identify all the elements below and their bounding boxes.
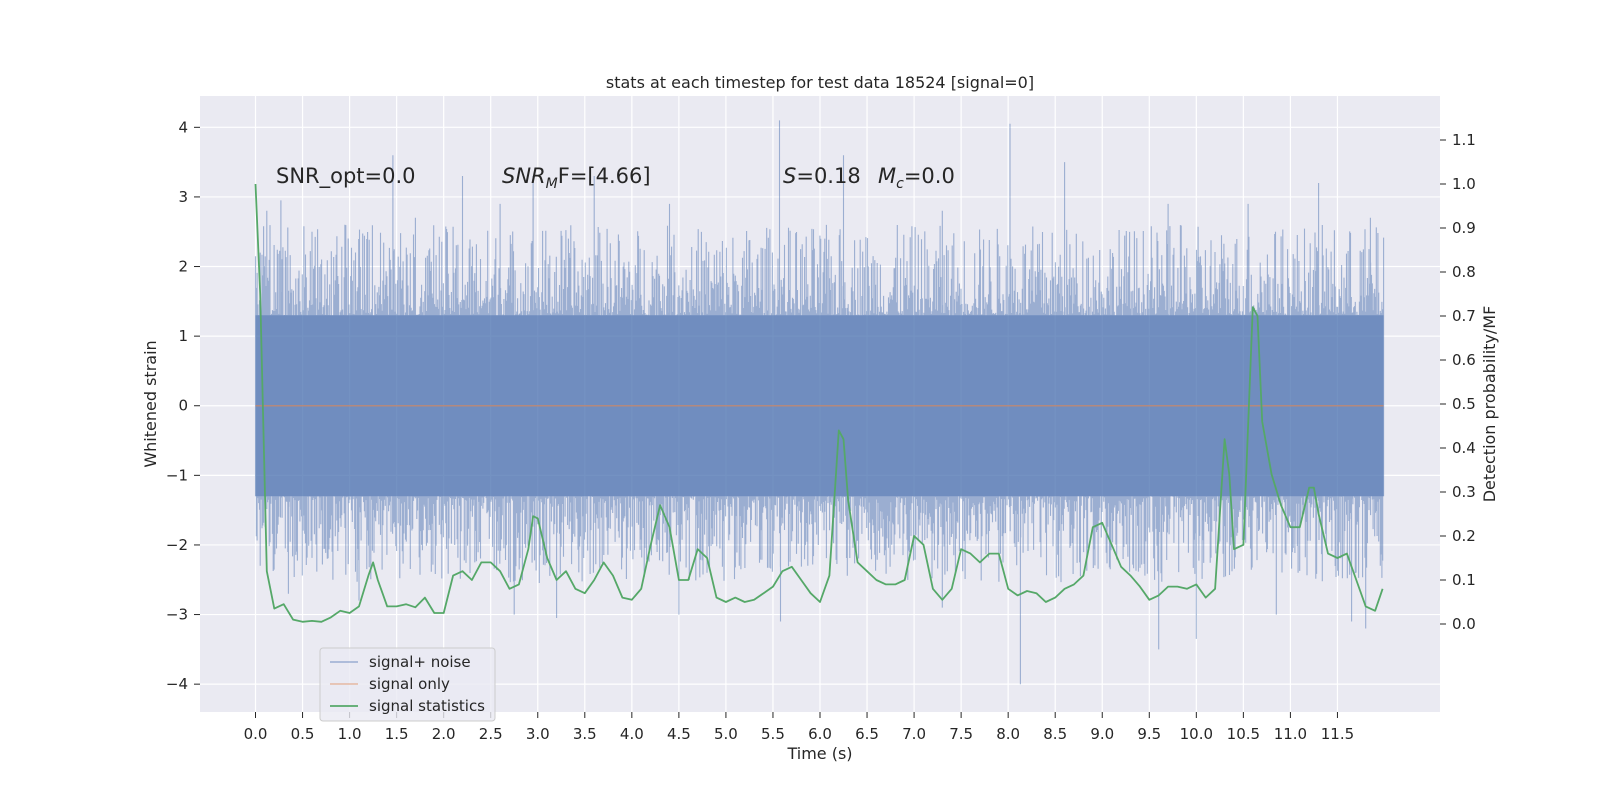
x-tick-label: 10.0 (1180, 725, 1213, 743)
y-right-tick-label: 0.0 (1452, 615, 1476, 633)
y-right-tick-label: 0.5 (1452, 395, 1476, 413)
legend-label-signal-only: signal only (369, 675, 450, 693)
x-tick-label: 4.5 (667, 725, 691, 743)
y-left-tick-label: 2 (178, 258, 188, 276)
x-tick-label: 5.5 (761, 725, 785, 743)
x-tick-label: 1.0 (338, 725, 362, 743)
legend-label-signal-statistics: signal statistics (369, 697, 485, 715)
x-tick-label: 8.5 (1043, 725, 1067, 743)
x-tick-label: 7.0 (902, 725, 926, 743)
y-axis-title-left: Whitened strain (141, 340, 160, 467)
annotation-s-stat: S=0.18 (783, 164, 861, 188)
y-left-tick-label: −2 (166, 536, 188, 554)
x-tick-label: 6.5 (855, 725, 879, 743)
y-right-tick-label: 0.3 (1452, 483, 1476, 501)
x-tick-label: 0.5 (291, 725, 315, 743)
y-right-tick-label: 1.1 (1452, 131, 1476, 149)
x-tick-label: 1.5 (385, 725, 409, 743)
x-tick-label: 6.0 (808, 725, 832, 743)
tick-labels: 0.0 0.5 1.0 1.5 2.0 2.5 3.0 3.5 4.0 4.5 5.0 5.5 6.0 6… (166, 118, 1476, 743)
x-tick-label: 4.0 (620, 725, 644, 743)
x-tick-label: 11.5 (1321, 725, 1354, 743)
annotation-snr-opt: SNR_opt=0.0 (276, 164, 416, 189)
x-tick-label: 0.0 (244, 725, 268, 743)
y-left-tick-label: 0 (178, 397, 188, 415)
x-tick-label: 2.0 (432, 725, 456, 743)
x-tick-label: 3.0 (526, 725, 550, 743)
noise-trace (254, 120, 1385, 685)
x-tick-label: 10.5 (1227, 725, 1260, 743)
y-right-tick-label: 0.2 (1452, 527, 1476, 545)
signal-statistics-series (254, 183, 1384, 623)
y-right-tick-label: 0.1 (1452, 571, 1476, 589)
y-axis-title-right: Detection probability/MF (1480, 306, 1499, 503)
chart-title: stats at each timestep for test data 185… (606, 73, 1034, 92)
x-tick-label: 5.0 (714, 725, 738, 743)
annotations: SNR_opt=0.0 SNRMF=[4.66] S=0.18 Mc=0.0 (276, 164, 955, 192)
annotation-snr-mf-value: F=[4.66] (558, 164, 651, 188)
y-right-tick-label: 0.9 (1452, 219, 1476, 237)
signal-statistics-line (254, 183, 1384, 623)
annotation-mc: Mc=0.0 (878, 164, 955, 192)
y-right-tick-label: 0.7 (1452, 307, 1476, 325)
x-tick-label: 9.0 (1090, 725, 1114, 743)
y-left-tick-label: 3 (178, 188, 188, 206)
y-left-tick-label: −4 (166, 675, 188, 693)
legend-label-signal-noise: signal+ noise (369, 653, 471, 671)
annotation-snr-mf: SNRMF=[4.66] (502, 164, 651, 192)
x-tick-label: 7.5 (949, 725, 973, 743)
x-tick-label: 8.0 (996, 725, 1020, 743)
y-left-tick-label: −1 (166, 466, 188, 484)
y-right-tick-label: 0.8 (1452, 263, 1476, 281)
y-right-tick-label: 1.0 (1452, 175, 1476, 193)
y-right-tick-label: 0.6 (1452, 351, 1476, 369)
x-tick-label: 11.0 (1274, 725, 1307, 743)
y-left-tick-label: 1 (178, 327, 188, 345)
x-tick-label: 2.5 (479, 725, 503, 743)
y-left-tick-label: 4 (178, 118, 188, 136)
y-left-tick-label: −3 (166, 606, 188, 624)
legend-box (319, 647, 496, 722)
legend: signal+ noise signal only signal statist… (319, 647, 496, 722)
x-tick-label: 3.5 (573, 725, 597, 743)
x-axis-title: Time (s) (786, 744, 852, 763)
y-right-tick-label: 0.4 (1452, 439, 1476, 457)
x-tick-label: 9.5 (1137, 725, 1161, 743)
